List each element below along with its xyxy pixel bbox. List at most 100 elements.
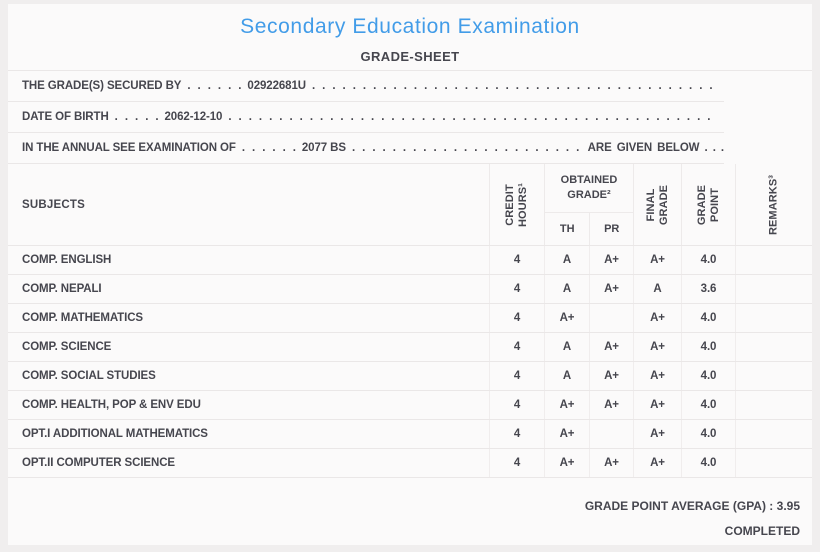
cell-pr-grade (589, 420, 633, 448)
cell-credit-hours: 4 (489, 275, 544, 303)
symbol-number-value: 02922681U (247, 80, 306, 92)
cell-remarks (735, 362, 812, 390)
table-body: COMP. ENGLISH 4 A A+ A+ 4.0 COMP. NEPALI… (8, 246, 812, 478)
info-label: THE GRADE(S) SECURED BY (22, 80, 182, 92)
table-row: COMP. SCIENCE 4 A A+ A+ 4.0 (8, 333, 812, 362)
dotted-leader: . . . . . . (187, 80, 242, 92)
cell-grade-point: 4.0 (681, 304, 735, 332)
info-line-grades-secured-by: THE GRADE(S) SECURED BY . . . . . . 0292… (8, 71, 724, 102)
info-line-date-of-birth: DATE OF BIRTH . . . . . 2062-12-10 . . .… (8, 102, 724, 133)
cell-final-grade: A+ (633, 362, 681, 390)
cell-pr-grade: A+ (589, 362, 633, 390)
cell-remarks (735, 275, 812, 303)
cell-credit-hours: 4 (489, 420, 544, 448)
cell-th-grade: A (544, 333, 589, 361)
cell-final-grade: A+ (633, 246, 681, 274)
cell-subject: COMP. ENGLISH (22, 254, 112, 266)
grade-sheet-subtitle: GRADE-SHEET (360, 49, 460, 64)
header-remarks: REMARKS³ (735, 164, 812, 245)
cell-grade-point: 3.6 (681, 275, 735, 303)
cell-subject: COMP. MATHEMATICS (22, 312, 143, 324)
table-row: OPT.II COMPUTER SCIENCE 4 A+ A+ A+ 4.0 (8, 449, 812, 478)
cell-credit-hours: 4 (489, 304, 544, 332)
table-row: COMP. SOCIAL STUDIES 4 A A+ A+ 4.0 (8, 362, 812, 391)
dotted-leader: . . . . . (114, 111, 159, 123)
info-block: THE GRADE(S) SECURED BY . . . . . . 0292… (8, 70, 812, 164)
cell-remarks (735, 246, 812, 274)
cell-subject: COMP. SOCIAL STUDIES (22, 370, 156, 382)
cell-grade-point: 4.0 (681, 333, 735, 361)
cell-grade-point: 4.0 (681, 420, 735, 448)
cell-credit-hours: 4 (489, 391, 544, 419)
cell-pr-grade (589, 304, 633, 332)
dotted-filler: . . . . . . . . . . . . . . . . . . . . … (228, 111, 718, 123)
info-label: IN THE ANNUAL SEE EXAMINATION OF (22, 142, 236, 154)
cell-credit-hours: 4 (489, 362, 544, 390)
cell-subject: COMP. NEPALI (22, 283, 102, 295)
cell-remarks (735, 420, 812, 448)
cell-pr-grade: A+ (589, 391, 633, 419)
dotted-filler: . . . . . . . . . . . . . . . . . . . . … (311, 80, 718, 92)
header-pr: PR (589, 213, 633, 245)
dotted-filler: . . . . . . . . . . . . . . . . . . . . … (351, 142, 582, 154)
header-obtained-grade-group: OBTAINED GRADE² TH PR (544, 164, 633, 245)
header-grade-point: GRADE POINT (681, 164, 735, 245)
header-credit-hours: CREDIT HOURS¹ (489, 164, 544, 245)
header-obtained-grade: OBTAINED GRADE² (545, 164, 633, 213)
cell-final-grade: A+ (633, 333, 681, 361)
table-row: OPT.I ADDITIONAL MATHEMATICS 4 A+ A+ 4.0 (8, 420, 812, 449)
cell-grade-point: 4.0 (681, 362, 735, 390)
cell-subject: OPT.I ADDITIONAL MATHEMATICS (22, 428, 208, 440)
grade-sheet-card: Secondary Education Examination GRADE-SH… (8, 4, 812, 545)
cell-subject: OPT.II COMPUTER SCIENCE (22, 457, 175, 469)
cell-subject: COMP. HEALTH, POP & ENV EDU (22, 399, 201, 411)
gpa-label: GRADE POINT AVERAGE (GPA) : (584, 499, 774, 513)
cell-grade-point: 4.0 (681, 391, 735, 419)
cell-final-grade: A (633, 275, 681, 303)
info-trailing: ARE GIVEN BELOW . . . (587, 142, 724, 154)
cell-final-grade: A+ (633, 449, 681, 477)
gpa-line: GRADE POINT AVERAGE (GPA) : 3.95 (8, 494, 800, 518)
cell-pr-grade: A+ (589, 333, 633, 361)
table-row: COMP. NEPALI 4 A A+ A 3.6 (8, 275, 812, 304)
cell-final-grade: A+ (633, 304, 681, 332)
cell-remarks (735, 333, 812, 361)
header-th: TH (559, 223, 575, 235)
cell-credit-hours: 4 (489, 333, 544, 361)
table-row: COMP. ENGLISH 4 A A+ A+ 4.0 (8, 246, 812, 275)
date-of-birth-value: 2062-12-10 (164, 111, 223, 123)
examination-year-value: 2077 BS (301, 142, 346, 154)
table-row: COMP. MATHEMATICS 4 A+ A+ 4.0 (8, 304, 812, 333)
cell-remarks (735, 391, 812, 419)
cell-grade-point: 4.0 (681, 246, 735, 274)
cell-credit-hours: 4 (489, 449, 544, 477)
cell-th-grade: A+ (544, 449, 589, 477)
header-th-pr-row: TH PR (545, 213, 633, 245)
header-final-grade: FINAL GRADE (633, 164, 681, 245)
cell-th-grade: A+ (544, 391, 589, 419)
cell-remarks (735, 449, 812, 477)
cell-th-grade: A (544, 275, 589, 303)
dotted-leader: . . . . . . (241, 142, 296, 154)
header-subjects: SUBJECTS (22, 198, 85, 211)
cell-credit-hours: 4 (489, 246, 544, 274)
cell-th-grade: A+ (544, 304, 589, 332)
page-title: Secondary Education Examination (240, 15, 580, 38)
cell-pr-grade: A+ (589, 449, 633, 477)
cell-remarks (735, 304, 812, 332)
info-label: DATE OF BIRTH (22, 111, 109, 123)
info-line-examination-year: IN THE ANNUAL SEE EXAMINATION OF . . . .… (8, 133, 724, 164)
cell-final-grade: A+ (633, 420, 681, 448)
cell-grade-point: 4.0 (681, 449, 735, 477)
completion-status: COMPLETED (724, 524, 800, 538)
result-footer: GRADE POINT AVERAGE (GPA) : 3.95 COMPLET… (8, 478, 812, 544)
cell-subject: COMP. SCIENCE (22, 341, 112, 353)
cell-pr-grade: A+ (589, 246, 633, 274)
cell-th-grade: A (544, 246, 589, 274)
cell-final-grade: A+ (633, 391, 681, 419)
cell-th-grade: A (544, 362, 589, 390)
gpa-value: 3.95 (776, 499, 800, 513)
cell-th-grade: A+ (544, 420, 589, 448)
table-row: COMP. HEALTH, POP & ENV EDU 4 A+ A+ A+ 4… (8, 391, 812, 420)
table-header-row: SUBJECTS CREDIT HOURS¹ OBTAINED GRADE² T… (8, 164, 812, 246)
